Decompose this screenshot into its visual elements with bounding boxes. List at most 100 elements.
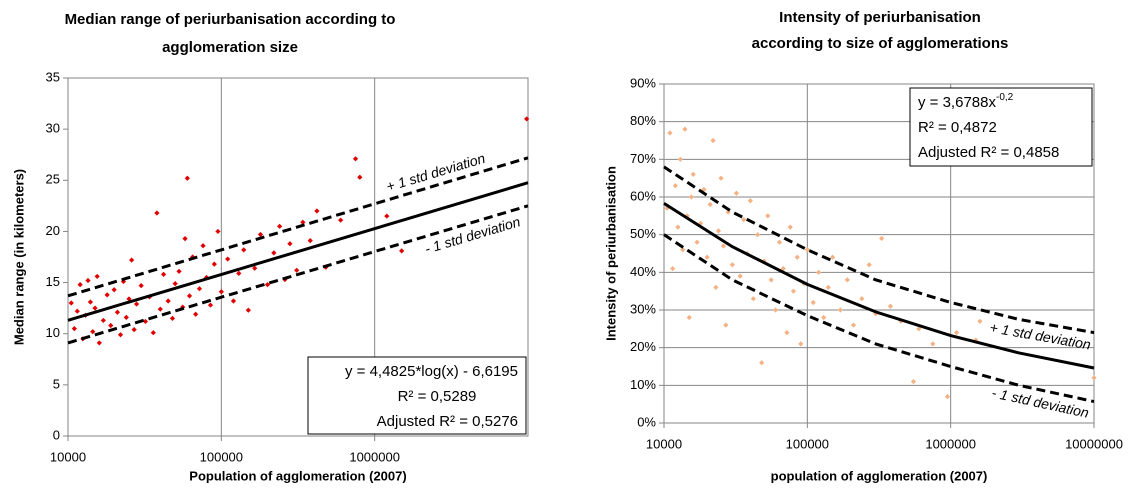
x-axis-label: population of agglomeration (2007) bbox=[771, 468, 988, 483]
data-point bbox=[157, 306, 163, 312]
data-point bbox=[804, 247, 810, 253]
data-point bbox=[776, 239, 783, 245]
data-point bbox=[241, 247, 247, 253]
data-point bbox=[825, 284, 831, 290]
chart-title: Intensity of periurbanisation bbox=[779, 9, 981, 26]
y-tick-label: 15 bbox=[46, 274, 60, 289]
data-point bbox=[74, 308, 80, 314]
data-point bbox=[688, 194, 694, 200]
data-point bbox=[750, 296, 756, 302]
data-point bbox=[930, 341, 936, 347]
data-point bbox=[720, 243, 727, 249]
data-point bbox=[768, 277, 774, 283]
data-point bbox=[715, 228, 722, 234]
data-point bbox=[729, 262, 735, 268]
data-point bbox=[169, 315, 176, 321]
data-point bbox=[123, 314, 129, 320]
data-point bbox=[338, 217, 344, 223]
y-tick-label: 5 bbox=[53, 376, 60, 391]
data-point bbox=[866, 262, 872, 268]
data-point bbox=[694, 239, 700, 245]
data-point bbox=[352, 156, 359, 162]
data-point bbox=[790, 288, 797, 294]
data-point bbox=[837, 307, 843, 313]
data-point bbox=[741, 217, 747, 223]
data-point bbox=[215, 228, 221, 235]
data-point bbox=[664, 205, 670, 211]
data-point bbox=[172, 280, 178, 287]
std-line bbox=[67, 156, 529, 298]
equation: y = 3,6788x-0,2 bbox=[918, 92, 1014, 111]
data-point bbox=[120, 278, 127, 285]
data-point bbox=[252, 265, 258, 271]
chart-title: agglomeration size bbox=[162, 39, 298, 56]
data-point bbox=[733, 190, 740, 196]
equation-exponent: -0,2 bbox=[996, 92, 1014, 103]
data-point bbox=[916, 326, 922, 332]
std-line bbox=[663, 233, 1095, 403]
data-point bbox=[117, 332, 124, 338]
data-point bbox=[108, 322, 114, 329]
data-point bbox=[829, 254, 836, 260]
data-point bbox=[772, 307, 779, 313]
data-point bbox=[271, 250, 277, 256]
data-point bbox=[236, 270, 242, 276]
data-point bbox=[887, 303, 894, 309]
data-point bbox=[96, 340, 102, 346]
y-tick-label: 0% bbox=[637, 414, 656, 429]
data-point bbox=[104, 292, 110, 298]
data-point bbox=[207, 302, 214, 308]
data-point bbox=[176, 268, 182, 274]
data-point bbox=[277, 223, 283, 229]
data-point bbox=[138, 283, 144, 289]
y-tick-label: 60% bbox=[630, 188, 656, 203]
data-point bbox=[737, 273, 743, 279]
data-point bbox=[723, 322, 729, 328]
data-point bbox=[200, 243, 206, 249]
regression-line bbox=[663, 202, 1095, 370]
data-point bbox=[245, 307, 251, 313]
data-point bbox=[690, 171, 696, 177]
data-point bbox=[150, 330, 156, 336]
data-point bbox=[844, 277, 850, 283]
data-point bbox=[973, 337, 979, 343]
y-tick-label: 25 bbox=[46, 172, 60, 187]
data-point bbox=[90, 329, 96, 335]
data-point bbox=[257, 231, 264, 238]
data-point bbox=[755, 232, 761, 238]
std-line bbox=[67, 204, 529, 345]
x-axis-label: Population of agglomeration (2007) bbox=[189, 468, 406, 483]
data-point bbox=[798, 341, 804, 347]
data-point bbox=[794, 254, 800, 260]
equation: y = 4,4825*log(x) - 6,6195 bbox=[345, 363, 518, 380]
equation: R² = 0,5289 bbox=[398, 388, 477, 405]
y-axis-label: Median range (in kilometers) bbox=[11, 169, 26, 345]
data-point bbox=[787, 224, 793, 230]
data-point bbox=[780, 265, 786, 272]
data-point bbox=[87, 299, 94, 305]
data-point bbox=[850, 322, 857, 328]
data-point bbox=[160, 271, 167, 277]
data-point bbox=[384, 213, 390, 219]
data-point bbox=[94, 273, 100, 280]
data-point bbox=[294, 267, 300, 273]
data-point bbox=[821, 314, 827, 321]
data-point bbox=[68, 300, 74, 306]
data-point bbox=[131, 327, 137, 333]
y-tick-label: 30 bbox=[46, 121, 60, 136]
data-point bbox=[816, 269, 822, 275]
data-point bbox=[707, 201, 713, 208]
x-tick-label: 100000 bbox=[200, 449, 243, 464]
data-point bbox=[672, 183, 678, 189]
data-point bbox=[154, 210, 160, 216]
data-point bbox=[810, 299, 816, 306]
data-point bbox=[667, 130, 673, 136]
y-tick-label: 10% bbox=[630, 377, 656, 392]
data-point bbox=[287, 241, 293, 247]
y-tick-label: 40% bbox=[630, 264, 656, 279]
x-tick-label: 10000 bbox=[646, 436, 682, 451]
data-point bbox=[686, 314, 692, 321]
data-point bbox=[314, 208, 320, 214]
data-point bbox=[218, 289, 224, 295]
data-point bbox=[765, 213, 771, 219]
